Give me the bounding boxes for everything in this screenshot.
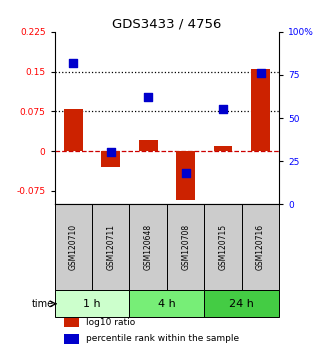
Text: GSM120708: GSM120708 bbox=[181, 224, 190, 270]
Bar bbox=[101, 151, 120, 167]
Text: percentile rank within the sample: percentile rank within the sample bbox=[86, 335, 239, 343]
Bar bbox=[64, 109, 83, 151]
Bar bbox=[242, 204, 279, 290]
Text: GSM120715: GSM120715 bbox=[219, 224, 228, 270]
Text: 1 h: 1 h bbox=[83, 299, 101, 309]
Bar bbox=[176, 151, 195, 200]
Text: GSM120648: GSM120648 bbox=[144, 224, 153, 270]
Point bbox=[108, 150, 113, 155]
Point bbox=[146, 95, 151, 100]
Point bbox=[221, 107, 226, 112]
Bar bbox=[167, 204, 204, 290]
Bar bbox=[139, 139, 158, 151]
Bar bbox=[129, 204, 167, 290]
Text: GSM120710: GSM120710 bbox=[69, 224, 78, 270]
Bar bbox=[214, 146, 232, 151]
Text: 4 h: 4 h bbox=[158, 299, 176, 309]
Text: time: time bbox=[32, 299, 54, 309]
Point bbox=[183, 170, 188, 176]
Bar bbox=[204, 290, 279, 317]
Bar bbox=[92, 204, 129, 290]
Point bbox=[71, 60, 76, 66]
Bar bbox=[129, 290, 204, 317]
Point bbox=[258, 70, 263, 76]
Text: GSM120716: GSM120716 bbox=[256, 224, 265, 270]
Bar bbox=[251, 69, 270, 151]
Bar bbox=[64, 334, 79, 344]
Text: log10 ratio: log10 ratio bbox=[86, 318, 135, 327]
Text: GSM120711: GSM120711 bbox=[106, 224, 115, 270]
Bar bbox=[64, 318, 79, 327]
Bar bbox=[204, 204, 242, 290]
Bar bbox=[55, 204, 92, 290]
Bar bbox=[55, 290, 129, 317]
Title: GDS3433 / 4756: GDS3433 / 4756 bbox=[112, 18, 221, 31]
Text: 24 h: 24 h bbox=[230, 299, 254, 309]
